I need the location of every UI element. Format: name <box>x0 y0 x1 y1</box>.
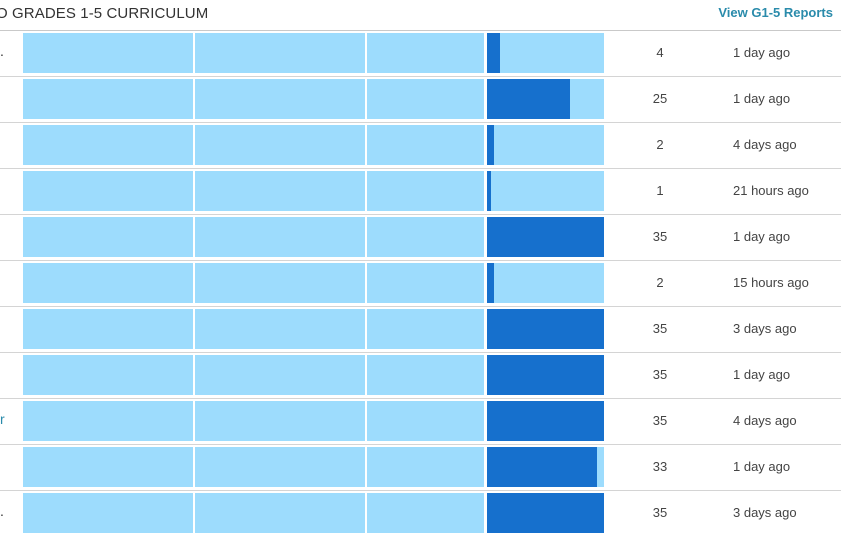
last-active: 1 day ago <box>733 229 791 244</box>
progress-segment-2 <box>195 309 365 349</box>
progress-segment-4 <box>487 401 604 441</box>
progress-segment-4 <box>487 217 604 257</box>
progress-segment-1 <box>23 217 193 257</box>
progress-fill <box>487 33 500 73</box>
last-active: 4 days ago <box>733 413 797 428</box>
progress-segment-3 <box>367 171 484 211</box>
progress-fill <box>487 79 571 119</box>
table-row[interactable]: 33 1 day ago <box>0 445 841 491</box>
progress-segment-1 <box>23 33 193 73</box>
progress-segment-4 <box>487 171 604 211</box>
progress-segment-3 <box>367 125 484 165</box>
progress-segment-2 <box>195 217 365 257</box>
progress-segment-4 <box>487 33 604 73</box>
progress-segment-3 <box>367 33 484 73</box>
table-row[interactable]: r 35 4 days ago <box>0 399 841 445</box>
progress-fill <box>487 493 604 533</box>
progress-segment-1 <box>23 401 193 441</box>
progress-segment-2 <box>195 401 365 441</box>
lesson-count: 35 <box>652 413 668 428</box>
progress-segment-3 <box>367 493 484 533</box>
progress-segment-1 <box>23 355 193 395</box>
section-title: O GRADES 1-5 CURRICULUM <box>0 5 209 22</box>
progress-fill <box>487 171 491 211</box>
table-row[interactable]: 35 3 days ago <box>0 307 841 353</box>
view-reports-link[interactable]: View G1-5 Reports <box>718 5 833 20</box>
table-row[interactable]: 25 1 day ago <box>0 77 841 123</box>
lesson-count: 2 <box>656 137 664 152</box>
progress-segment-2 <box>195 447 365 487</box>
progress-segment-4 <box>487 263 604 303</box>
last-active: 21 hours ago <box>733 183 809 198</box>
progress-segment-4 <box>487 493 604 533</box>
lesson-count: 2 <box>656 275 664 290</box>
progress-table: . 4 1 day ago 25 1 day ago 2 4 days ago 1 21 hou… <box>0 31 841 536</box>
progress-segment-3 <box>367 401 484 441</box>
progress-fill <box>487 401 604 441</box>
lesson-count: 35 <box>652 229 668 244</box>
lesson-count: 4 <box>656 45 664 60</box>
student-name-truncated[interactable]: r <box>0 411 5 427</box>
last-active: 1 day ago <box>733 91 791 106</box>
table-row[interactable]: . 35 3 days ago <box>0 491 841 536</box>
lesson-count: 33 <box>652 459 668 474</box>
progress-segment-4 <box>487 125 604 165</box>
progress-fill <box>487 355 604 395</box>
last-active: 1 day ago <box>733 367 791 382</box>
progress-segment-2 <box>195 125 365 165</box>
progress-segment-3 <box>367 217 484 257</box>
progress-segment-2 <box>195 493 365 533</box>
progress-segment-1 <box>23 493 193 533</box>
progress-segment-1 <box>23 263 193 303</box>
progress-segment-3 <box>367 79 484 119</box>
progress-segment-2 <box>195 33 365 73</box>
lesson-count: 25 <box>652 91 668 106</box>
progress-fill <box>487 125 495 165</box>
progress-segment-3 <box>367 309 484 349</box>
last-active: 4 days ago <box>733 137 797 152</box>
progress-segment-3 <box>367 447 484 487</box>
progress-segment-2 <box>195 171 365 211</box>
table-row[interactable]: 35 1 day ago <box>0 215 841 261</box>
lesson-count: 35 <box>652 505 668 520</box>
last-active: 1 day ago <box>733 459 791 474</box>
student-name-truncated[interactable]: . <box>0 43 4 59</box>
lesson-count: 35 <box>652 321 668 336</box>
progress-segment-1 <box>23 171 193 211</box>
progress-segment-3 <box>367 355 484 395</box>
table-row[interactable]: 2 4 days ago <box>0 123 841 169</box>
student-name-truncated[interactable]: . <box>0 503 4 519</box>
last-active: 1 day ago <box>733 45 791 60</box>
progress-segment-2 <box>195 355 365 395</box>
progress-segment-4 <box>487 79 604 119</box>
progress-segment-4 <box>487 309 604 349</box>
table-row[interactable]: 2 15 hours ago <box>0 261 841 307</box>
progress-segment-2 <box>195 263 365 303</box>
section-header: O GRADES 1-5 CURRICULUM View G1-5 Report… <box>0 0 841 31</box>
last-active: 3 days ago <box>733 505 797 520</box>
last-active: 3 days ago <box>733 321 797 336</box>
progress-segment-4 <box>487 447 604 487</box>
progress-fill <box>487 309 604 349</box>
progress-segment-2 <box>195 79 365 119</box>
table-row[interactable]: 1 21 hours ago <box>0 169 841 215</box>
progress-fill <box>487 263 495 303</box>
progress-segment-1 <box>23 79 193 119</box>
progress-segment-1 <box>23 309 193 349</box>
table-row[interactable]: 35 1 day ago <box>0 353 841 399</box>
lesson-count: 35 <box>652 367 668 382</box>
progress-segment-1 <box>23 447 193 487</box>
lesson-count: 1 <box>656 183 664 198</box>
progress-fill <box>487 447 597 487</box>
progress-segment-4 <box>487 355 604 395</box>
last-active: 15 hours ago <box>733 275 809 290</box>
table-row[interactable]: . 4 1 day ago <box>0 31 841 77</box>
progress-fill <box>487 217 604 257</box>
progress-segment-1 <box>23 125 193 165</box>
progress-segment-3 <box>367 263 484 303</box>
